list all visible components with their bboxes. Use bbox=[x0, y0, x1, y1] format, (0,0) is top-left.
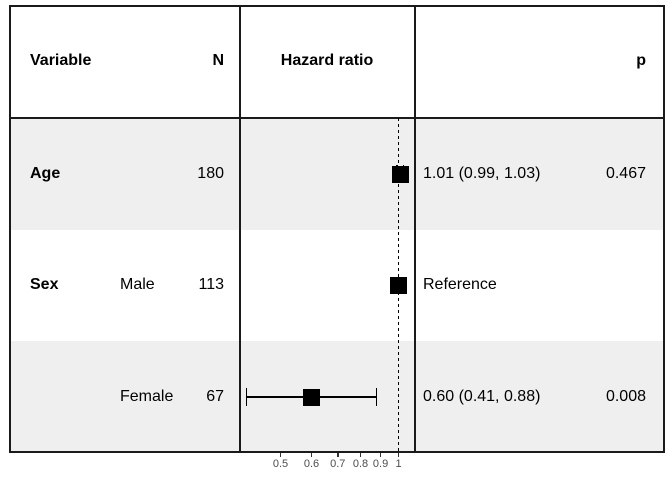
p-value: 0.008 bbox=[605, 388, 646, 405]
n-value: 113 bbox=[198, 276, 224, 293]
variable-label: Sex bbox=[30, 276, 59, 293]
level-label: Male bbox=[120, 276, 155, 293]
axis-tick-label: 0.5 bbox=[272, 458, 289, 470]
column-divider-left bbox=[239, 5, 241, 453]
hazard-ratio-column-header: Hazard ratio bbox=[280, 52, 374, 69]
axis-tick bbox=[379, 453, 382, 457]
axis-tick-label: 0.6 bbox=[303, 458, 320, 470]
plot-frame bbox=[9, 5, 665, 453]
axis-tick-label: 0.9 bbox=[372, 458, 389, 470]
ci-cap-low bbox=[245, 388, 248, 406]
variable-column-header: Variable bbox=[30, 52, 92, 69]
p-value: 0.467 bbox=[605, 165, 646, 182]
hr-marker bbox=[390, 277, 407, 294]
p-column-header: p bbox=[636, 52, 646, 69]
estimate-value: 0.60 (0.41, 0.88) bbox=[423, 388, 541, 405]
axis-tick-label: 0.8 bbox=[352, 458, 369, 470]
level-label: Female bbox=[120, 388, 174, 405]
estimate-value: Reference bbox=[423, 276, 497, 293]
axis-tick bbox=[279, 453, 282, 457]
row-band-shaded bbox=[9, 118, 665, 230]
hr-marker bbox=[391, 165, 409, 183]
n-column-header: N bbox=[212, 52, 224, 69]
axis-tick bbox=[359, 453, 362, 457]
ci-cap-high bbox=[375, 388, 378, 406]
axis-tick bbox=[397, 453, 400, 457]
n-value: 180 bbox=[197, 165, 224, 182]
column-divider-right bbox=[414, 5, 416, 453]
axis-tick-label: 1 bbox=[395, 458, 402, 470]
axis-tick bbox=[310, 453, 313, 457]
axis-tick-label: 0.7 bbox=[330, 458, 346, 470]
hr-marker bbox=[303, 388, 321, 406]
n-value: 67 bbox=[206, 388, 224, 405]
row-band bbox=[9, 230, 665, 341]
axis-tick bbox=[337, 453, 339, 457]
estimate-value: 1.01 (0.99, 1.03) bbox=[423, 165, 541, 182]
header-band bbox=[9, 5, 665, 118]
variable-label: Age bbox=[30, 165, 61, 182]
header-separator-line bbox=[9, 116, 665, 119]
